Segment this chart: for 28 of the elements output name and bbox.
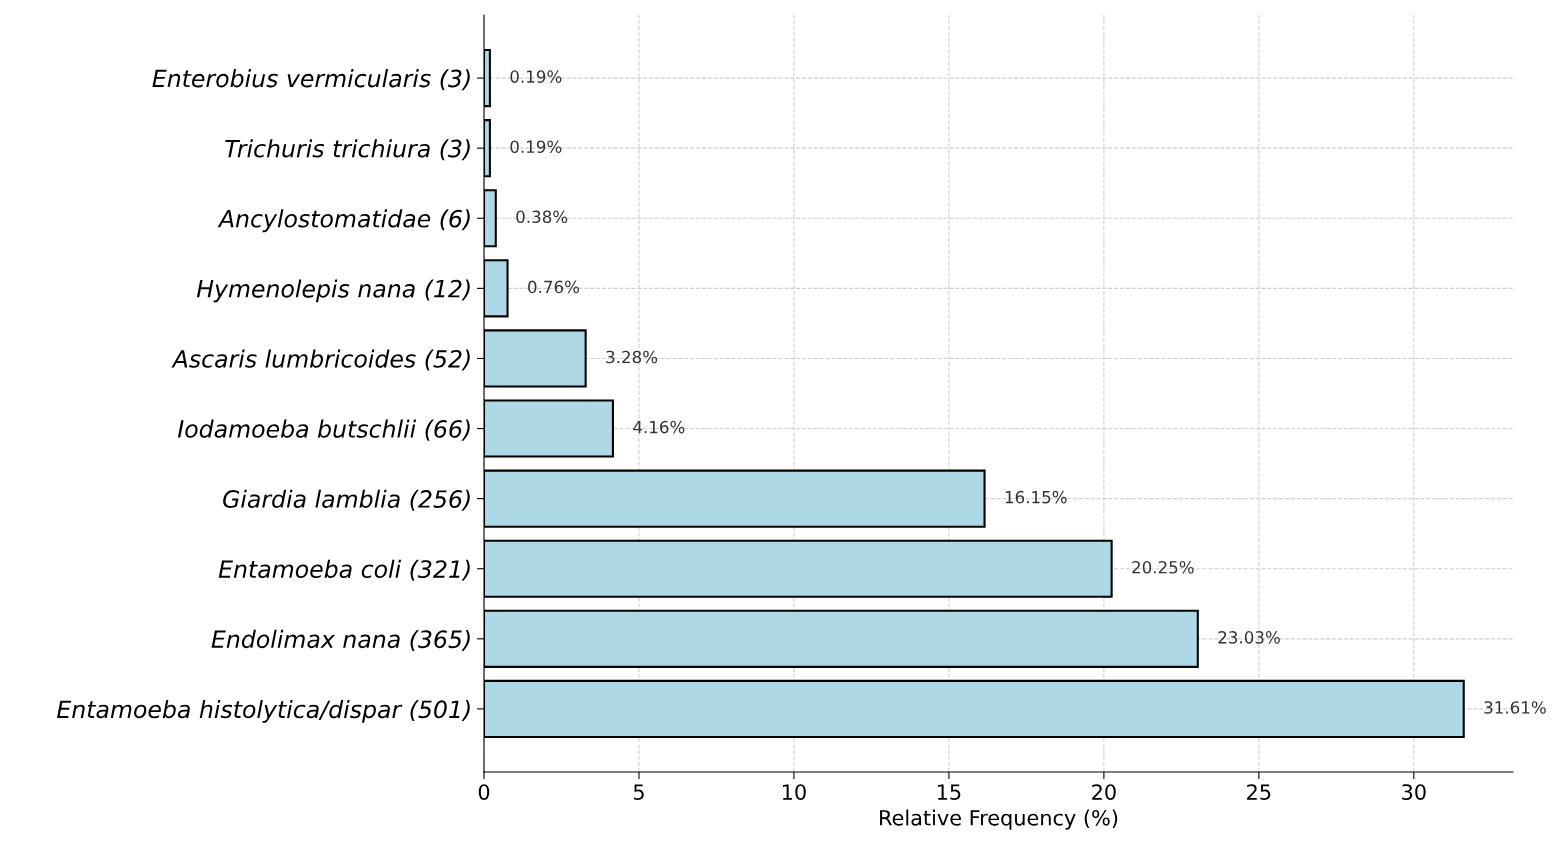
y-tick-label: Entamoeba coli (321): [218, 559, 470, 581]
x-tick-label: 30: [1402, 784, 1426, 800]
data-label: 23.03%: [1218, 631, 1280, 644]
data-label: 0.19%: [510, 70, 562, 83]
data-label: 31.61%: [1484, 701, 1546, 714]
y-tick-label: Iodamoeba butschlii (66): [177, 419, 470, 441]
y-tick-label: Ascaris lumbricoides (52): [171, 349, 470, 371]
x-tick-label: 5: [633, 784, 644, 800]
y-tick-label: Giardia lamblia (256): [223, 489, 470, 511]
x-tick-label: 10: [782, 784, 806, 800]
x-tick-label: 0: [478, 784, 490, 800]
data-label: 0.76%: [528, 280, 580, 294]
y-tick-label: Endolimax nana (365): [211, 629, 470, 651]
x-tick-label: 15: [937, 784, 961, 800]
y-tick-label: Trichuris trichiura (3): [225, 139, 470, 161]
y-tick-label: Entamoeba histolytica/dispar (501): [56, 699, 470, 723]
data-label: 20.25%: [1132, 560, 1194, 574]
x-tick-label: 20: [1092, 784, 1116, 800]
y-tick-label: Hymenolepis nana (12): [196, 279, 470, 303]
data-label: 4.16%: [633, 420, 685, 434]
data-label: 0.19%: [510, 140, 562, 154]
data-label: 0.38%: [516, 210, 568, 224]
y-tick-label: Ancylostomatidae (6): [217, 209, 470, 233]
data-label: 16.15%: [1005, 490, 1067, 504]
y-tick-label: Enterobius vermicularis (3): [152, 69, 470, 91]
data-label: 3.28%: [606, 350, 658, 364]
x-axis-title: Relative Frequency (%): [880, 809, 1118, 830]
x-tick-label: 25: [1247, 784, 1271, 800]
